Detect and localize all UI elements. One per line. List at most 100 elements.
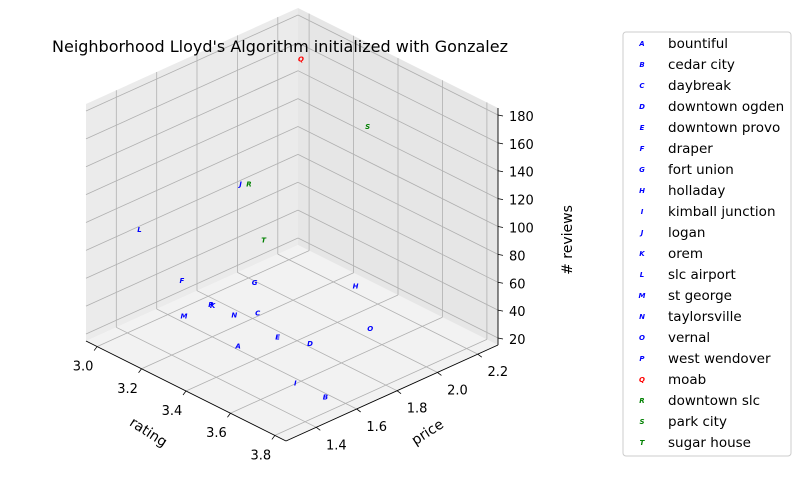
point-i: I xyxy=(294,380,297,388)
z-grid-right-wall xyxy=(297,70,499,172)
point-s: S xyxy=(365,123,370,131)
point-p: P xyxy=(208,301,214,309)
z-grid-left-wall xyxy=(85,14,299,112)
z-tick-label: 20 xyxy=(509,333,526,348)
legend-label: logan xyxy=(668,225,705,241)
axis-panes xyxy=(86,8,498,441)
y-tick-mark xyxy=(356,408,361,413)
z-grid-right-wall xyxy=(297,14,499,116)
y-tick-label: 1.6 xyxy=(366,420,387,435)
x-grid-floor xyxy=(185,294,399,392)
x-tick-mark xyxy=(227,412,231,418)
legend-label: park city xyxy=(668,414,727,430)
y-tick-label: 2.0 xyxy=(447,383,468,398)
z-tick-mark xyxy=(497,198,504,201)
y-grid-floor xyxy=(237,272,438,373)
legend-marker-d: D xyxy=(639,103,645,111)
x-tick-label: 3.0 xyxy=(73,360,94,375)
legend-marker-i: I xyxy=(641,208,644,216)
legend-marker-g: G xyxy=(639,166,645,174)
legend-marker-h: H xyxy=(639,187,645,195)
z-grid-left-wall xyxy=(85,237,299,335)
point-k: K xyxy=(210,302,216,310)
y-axis-line xyxy=(285,344,499,442)
legend-label: vernal xyxy=(668,330,710,346)
legend-label: daybreak xyxy=(668,78,731,94)
legend-marker-a: A xyxy=(638,40,644,48)
point-h: H xyxy=(353,283,359,291)
legend-label: taylorsville xyxy=(668,309,742,325)
y-grid-floor xyxy=(156,308,357,410)
point-m: M xyxy=(181,312,188,320)
z-tick-label: 40 xyxy=(509,305,526,320)
legend-marker-j: J xyxy=(639,229,644,237)
legend-label: moab xyxy=(668,372,706,388)
point-c: C xyxy=(255,309,261,317)
x-tick-label: 3.2 xyxy=(117,382,138,397)
x-tick-label: 3.8 xyxy=(251,448,272,463)
z-grid-right-wall xyxy=(297,181,499,283)
z-grid-left-wall xyxy=(85,209,299,307)
x-axis-label: rating xyxy=(126,415,170,451)
legend-label: draper xyxy=(668,141,713,157)
z-grid-right-wall xyxy=(297,209,499,311)
legend-marker-n: N xyxy=(639,313,645,321)
y-tick-mark xyxy=(477,353,483,358)
legend-marker-q: Q xyxy=(639,376,645,384)
legend-label: west wendover xyxy=(668,351,771,367)
z-tick-label: 80 xyxy=(509,249,526,264)
z-tick-mark xyxy=(497,170,504,173)
legend-label: holladay xyxy=(668,183,725,199)
legend-label: st george xyxy=(668,288,732,304)
x-tick-mark xyxy=(138,368,142,374)
legend-marker-b: B xyxy=(639,61,644,69)
z-grid-right-wall xyxy=(297,98,499,199)
z-grid-left-wall xyxy=(85,181,299,279)
legend-label: downtown provo xyxy=(668,120,780,136)
z-grid-left-wall xyxy=(85,154,299,251)
z-tick-label: 100 xyxy=(509,222,534,237)
y-tick-label: 1.4 xyxy=(326,438,347,453)
z-tick-mark xyxy=(497,337,504,340)
point-l: L xyxy=(137,226,141,234)
legend-frame xyxy=(622,31,792,457)
tick-labels: 3.0 3.2 3.4 3.6 3.8 1.4 1.6 1.8 2.0 2.2 20 40 60 80 10… xyxy=(73,110,534,463)
z-tick-mark xyxy=(497,281,504,284)
y-tick-mark xyxy=(316,426,321,431)
x-tick-mark xyxy=(271,435,276,440)
z-grid-left-wall xyxy=(85,98,299,195)
y-tick-label: 1.8 xyxy=(407,402,428,417)
legend-label: fort union xyxy=(668,162,734,178)
legend-marker-t: T xyxy=(640,439,646,447)
y-axis-label: price xyxy=(409,416,447,448)
legend-label: bountiful xyxy=(668,36,728,52)
point-f: F xyxy=(180,277,185,285)
legend-label: downtown slc xyxy=(668,393,760,409)
point-j: J xyxy=(237,180,242,188)
z-grid-left-wall xyxy=(85,42,299,140)
legend-label: downtown ogden xyxy=(668,99,784,115)
legend-marker-p: P xyxy=(639,355,645,363)
point-g: G xyxy=(252,279,258,287)
point-d: D xyxy=(307,340,313,348)
z-tick-mark xyxy=(497,114,504,117)
data-points: A B C D E F G H I J K L M N O P Q R S T xyxy=(137,55,373,401)
legend-marker-c: C xyxy=(639,82,645,90)
x-tick-label: 3.4 xyxy=(162,404,183,419)
y-grid-floor xyxy=(277,253,478,355)
z-axis-label: # reviews xyxy=(560,205,576,275)
point-r: R xyxy=(246,181,251,189)
z-grid-left-wall xyxy=(85,126,299,223)
x-grid-floor xyxy=(274,339,488,436)
z-tick-label: 180 xyxy=(509,110,534,125)
x-tick-label: 3.6 xyxy=(206,426,227,441)
legend-label: orem xyxy=(668,246,703,262)
point-n: N xyxy=(231,311,237,319)
legend-marker-l: L xyxy=(640,271,644,279)
z-grid-right-wall xyxy=(297,237,499,339)
z-grid-right-wall xyxy=(297,42,499,144)
legend-marker-s: S xyxy=(639,418,644,426)
